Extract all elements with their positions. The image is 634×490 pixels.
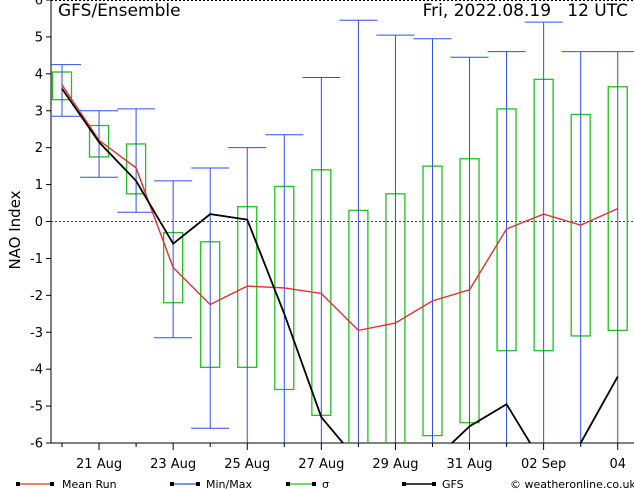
- legend-gfs-label: GFS: [442, 478, 464, 490]
- x-axis-ticks: 21 Aug 23 Aug 25 Aug 27 Aug 29 Aug 31 Aug 02 S…: [61, 443, 626, 472]
- y-tick-label: -3: [30, 326, 43, 341]
- legend-sigma-marker-left: [286, 482, 290, 486]
- gfs-line: [61, 88, 619, 443]
- legend-minmax-marker-left: [170, 482, 174, 486]
- legend-mean-marker-left: [16, 482, 20, 486]
- y-tick-label: -5: [30, 400, 43, 415]
- y-tick-label: -2: [30, 289, 43, 304]
- mean-run-line: [61, 84, 619, 332]
- x-tick-label: 23 Aug: [150, 457, 196, 472]
- date-background: [420, 1, 632, 19]
- legend-gfs-marker-right: [432, 482, 436, 486]
- y-axis-ticks: -6 -5 -4 -3 -2 -1 0 1 2 3 4 5 6: [30, 0, 51, 452]
- legend-mean-marker-right: [50, 482, 54, 486]
- y-axis-label: NAO Index: [6, 190, 24, 269]
- legend-minmax-marker-right: [196, 482, 200, 486]
- x-tick-label: 27 Aug: [298, 457, 344, 472]
- run-date-label: Fri, 2022.08.19 12 UTC: [423, 1, 628, 21]
- y-tick-label: 6: [35, 0, 43, 9]
- x-tick-label: 25 Aug: [224, 457, 270, 472]
- mean-run-series: [61, 84, 619, 332]
- legend-sigma-marker-right: [312, 482, 316, 486]
- title-background: [52, 1, 212, 19]
- y-tick-label: 2: [35, 141, 43, 156]
- x-tick-label: 04: [609, 457, 626, 472]
- x-tick-label: 29 Aug: [372, 457, 418, 472]
- y-tick-label: 0: [35, 215, 43, 230]
- y-tick-label: 5: [35, 30, 43, 45]
- x-tick-label: 02 Sep: [521, 457, 566, 472]
- x-tick-label: 31 Aug: [447, 457, 493, 472]
- legend-sigma-label: σ: [322, 478, 329, 490]
- y-tick-label: -4: [30, 363, 43, 378]
- minmax-whiskers: [51, 19, 634, 443]
- sigma-boxes: [51, 71, 628, 443]
- y-tick-label: 1: [35, 178, 43, 193]
- legend: Mean Run Min/Max σ GFS © weatheronline.c…: [16, 478, 634, 490]
- x-tick-label: 21 Aug: [76, 457, 122, 472]
- gfs-series: [61, 88, 619, 443]
- y-tick-label: -1: [30, 252, 43, 267]
- y-tick-label: -6: [30, 437, 43, 452]
- legend-minmax-label: Min/Max: [206, 478, 252, 490]
- legend-gfs-marker-left: [402, 482, 406, 486]
- y-tick-label: 3: [35, 104, 43, 119]
- legend-mean-label: Mean Run: [62, 478, 117, 490]
- chart-title: GFS/Ensemble: [58, 1, 181, 21]
- y-tick-label: 4: [35, 67, 43, 82]
- copyright-text: © weatheronline.co.uk: [510, 478, 634, 490]
